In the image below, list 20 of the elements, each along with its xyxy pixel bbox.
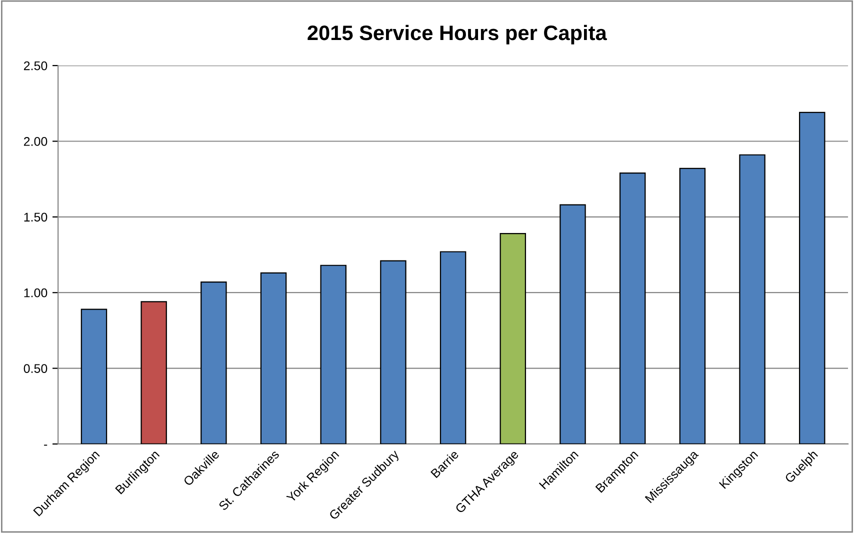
bar [679,168,706,444]
chart-title: 2015 Service Hours per Capita [308,24,607,44]
bar [619,172,646,444]
y-tick-label: 1.00 [24,288,48,298]
bar [260,272,287,444]
bar [500,233,526,444]
bar [140,301,167,444]
bar [798,112,826,444]
y-tick-label: 2.00 [24,137,48,146]
bar [739,154,766,444]
bar [560,204,586,444]
bar [380,260,406,444]
y-tick-label: 2.50 [24,61,48,70]
bar [200,281,227,444]
bar [80,308,108,444]
bar [320,264,346,444]
y-tick-label: - [44,444,48,446]
bar [440,251,466,444]
y-tick-label: 1.50 [24,212,48,222]
y-tick-label: 0.50 [24,364,48,373]
